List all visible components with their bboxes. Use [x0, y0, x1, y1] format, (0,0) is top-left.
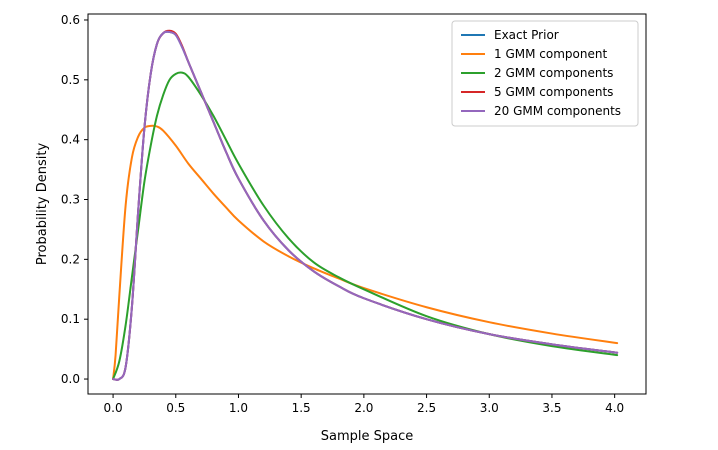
legend-label: 20 GMM components	[494, 104, 621, 118]
series-line-2-gmm-components	[112, 71, 619, 381]
legend-label: 2 GMM components	[494, 66, 613, 80]
legend-label: 5 GMM components	[494, 85, 613, 99]
y-tick-label: 0.6	[61, 13, 80, 27]
y-tick-label: 0.3	[61, 193, 80, 207]
y-tick-label: 0.2	[61, 252, 80, 266]
x-tick-label: 3.0	[480, 401, 499, 415]
x-axis-label: Sample Space	[321, 429, 414, 444]
x-tick-label: 1.0	[229, 401, 248, 415]
legend-label: 1 GMM component	[494, 47, 607, 61]
series-line-1-gmm-component	[112, 124, 619, 381]
series-layer	[112, 29, 619, 381]
x-tick-label: 4.0	[605, 401, 624, 415]
axes-frame	[87, 13, 647, 395]
legend-box	[451, 20, 639, 127]
x-tick-label: 0.5	[166, 401, 185, 415]
legend-label: Exact Prior	[494, 28, 559, 42]
legend: Exact Prior 1 GMM component 2 GMM componen…	[451, 20, 639, 127]
ticks-layer: 0.0 0.5 1.0 1.5 2.0 2.5 3.0 3.5 4.0 0.0 0.1 0.2 0.3 0…	[61, 13, 624, 415]
y-tick-label: 0.4	[61, 133, 80, 147]
x-tick-label: 1.5	[292, 401, 311, 415]
y-tick-label: 0.1	[61, 312, 80, 326]
x-tick-label: 3.5	[542, 401, 561, 415]
y-axis-label: Probability Density	[35, 143, 50, 266]
series-line-20-gmm-components	[112, 30, 619, 381]
x-tick-label: 2.5	[417, 401, 436, 415]
y-tick-label: 0.0	[61, 372, 80, 386]
y-tick-label: 0.5	[61, 73, 80, 87]
x-tick-label: 0.0	[104, 401, 123, 415]
x-tick-label: 2.0	[354, 401, 373, 415]
